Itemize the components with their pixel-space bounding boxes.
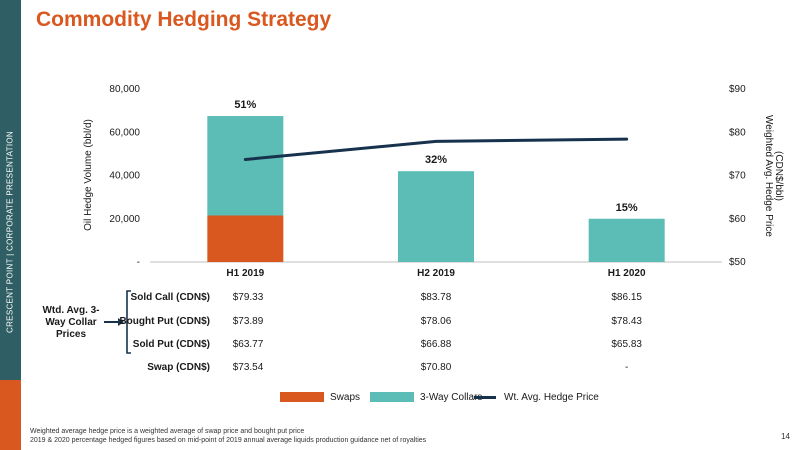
legend-line-swatch <box>474 395 496 399</box>
legend-line: Wt. Avg. Hedge Price <box>474 392 599 403</box>
table-cell: $70.80 <box>420 362 452 373</box>
bar-collars <box>207 116 284 216</box>
sidebar-accent <box>0 380 21 450</box>
page-title: Commodity Hedging Strategy <box>36 8 332 31</box>
y2-tick-label: $70 <box>729 171 746 182</box>
data-label: 15% <box>616 202 638 214</box>
table-cell: $66.88 <box>420 339 452 350</box>
legend-collars-label: 3-Way Collars <box>420 392 483 403</box>
y-tick-label: - <box>137 257 140 268</box>
table-cell: $78.06 <box>420 316 452 327</box>
table-cell: $86.15 <box>611 292 642 303</box>
bar-collars <box>398 171 474 262</box>
x-tick-label: H1 2020 <box>608 268 646 279</box>
legend-line-label: Wt. Avg. Hedge Price <box>504 392 599 403</box>
sidebar <box>0 0 21 450</box>
y2-tick-label: $80 <box>729 127 746 138</box>
collar-prices-group-label: Wtd. Avg. 3-Way Collar Prices <box>42 305 100 340</box>
page-number: 14 <box>781 432 790 441</box>
table-cell: $73.89 <box>232 316 264 327</box>
table-row-label: Bought Put (CDN$) <box>119 316 210 327</box>
y2-tick-label: $90 <box>729 84 746 95</box>
table-row-label: Sold Call (CDN$) <box>130 292 210 303</box>
table-cell: $78.43 <box>611 316 642 327</box>
legend-swaps: Swaps <box>280 392 360 403</box>
footnote-1: Weighted average hedge price is a weight… <box>30 428 305 435</box>
data-label: 51% <box>234 99 256 111</box>
y-tick-label: 80,000 <box>109 84 140 95</box>
table-cell: $65.83 <box>611 339 642 350</box>
table-cell: $63.77 <box>232 339 264 350</box>
footnotes: Weighted average hedge price is a weight… <box>30 427 426 445</box>
legend-swaps-swatch <box>280 392 324 403</box>
y-axis-title: Oil Hedge Volume (bbl/d) <box>83 119 94 231</box>
table-row-label: Sold Put (CDN$) <box>132 339 210 350</box>
bar-swaps <box>207 215 284 262</box>
bar-collars <box>588 218 665 262</box>
y2-tick-label: $50 <box>729 257 746 268</box>
y-tick-label: 40,000 <box>109 171 140 182</box>
table-cell: $79.33 <box>232 292 264 303</box>
x-tick-label: H2 2019 <box>417 268 455 279</box>
y2-axis-title-line1: Weighted Avg. Hedge Price <box>763 115 774 237</box>
legend-swaps-label: Swaps <box>330 392 361 403</box>
table-cell: $73.54 <box>232 362 264 373</box>
data-label: 32% <box>425 154 447 166</box>
y2-tick-label: $60 <box>729 214 746 225</box>
y2-axis-title-line2: (CDN$/bbl) <box>773 151 784 201</box>
legend-collars: 3-Way Collars <box>370 392 482 403</box>
table-cell: $83.78 <box>420 292 452 303</box>
legend-collars-swatch <box>370 392 414 403</box>
bracket-arrow-head <box>118 318 124 326</box>
footnote-2: 2019 & 2020 percentage hedged figures ba… <box>30 437 427 444</box>
bracket-shape <box>126 290 131 354</box>
y-tick-label: 20,000 <box>109 214 140 225</box>
table-row-label: Swap (CDN$) <box>147 362 210 373</box>
y-tick-label: 60,000 <box>109 127 140 138</box>
table-cell: - <box>624 362 629 373</box>
x-tick-label: H1 2019 <box>226 268 264 279</box>
